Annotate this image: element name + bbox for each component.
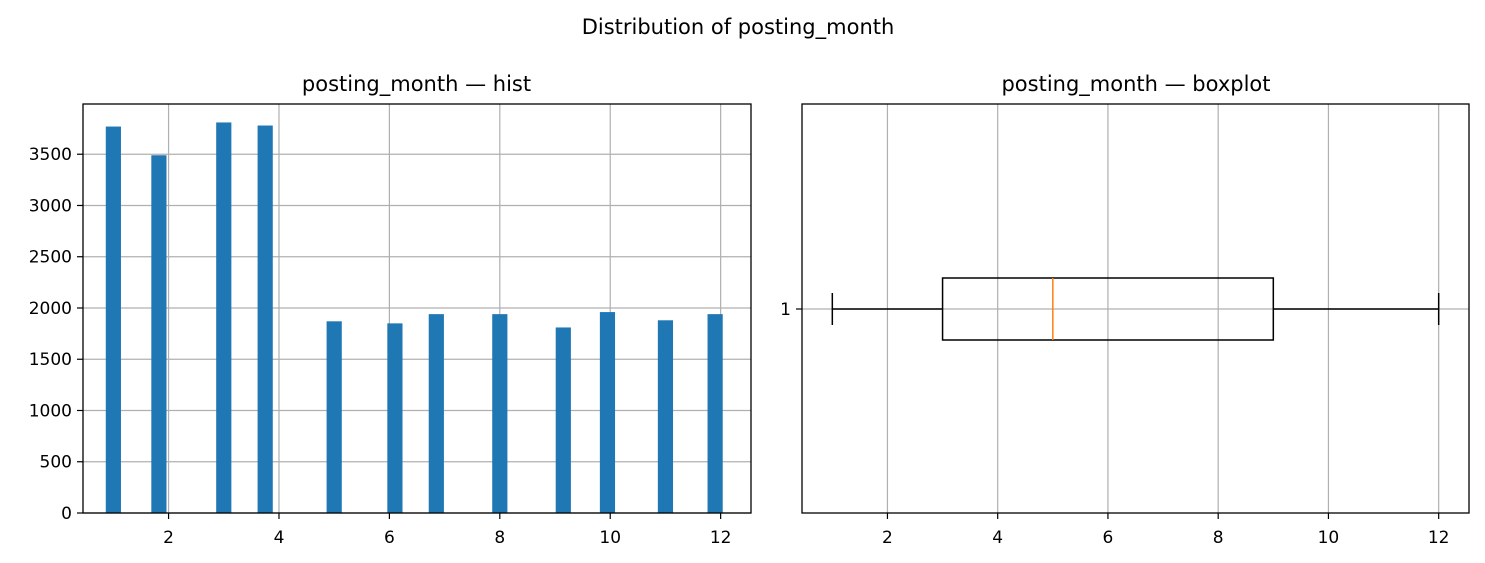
- histogram-y-tick-label: 3500: [29, 145, 72, 165]
- histogram-bar: [151, 155, 167, 514]
- boxplot-x-tick-label: 10: [1318, 528, 1340, 548]
- boxplot-panel: posting_month — boxplot 2 4 6 8 10 12 1: [780, 72, 1470, 548]
- boxplot-y-tick-label: 1: [780, 300, 791, 320]
- histogram-bar: [326, 321, 342, 513]
- histogram-bar: [657, 320, 674, 513]
- histogram-panel: posting_month — hist 2 4 6 8 10 12 0 500 1000 150…: [29, 72, 752, 548]
- boxplot-ticks: 2 4 6 8 10 12 1: [780, 300, 1449, 548]
- histogram-bar: [387, 323, 403, 513]
- histogram-bar: [599, 312, 616, 513]
- histogram-y-tick-label: 0: [61, 504, 72, 524]
- histogram-x-tick-label: 2: [163, 528, 174, 548]
- histogram-bar: [428, 314, 444, 513]
- boxplot-x-tick-label: 4: [992, 528, 1003, 548]
- histogram-bar: [492, 314, 508, 513]
- histogram-x-tick-label: 8: [494, 528, 505, 548]
- histogram-ticks: 2 4 6 8 10 12 0 500 1000 1500 2000 2500 3000 3500: [29, 145, 732, 548]
- boxplot-x-tick-label: 8: [1213, 528, 1224, 548]
- histogram-gridlines: [83, 104, 751, 514]
- boxplot-x-tick-label: 12: [1428, 528, 1450, 548]
- histogram-x-tick-label: 10: [599, 528, 621, 548]
- histogram-x-tick-label: 4: [274, 528, 285, 548]
- figure-suptitle: Distribution of posting_month: [582, 15, 895, 40]
- histogram-x-tick-label: 12: [710, 528, 732, 548]
- histogram-bar: [707, 314, 723, 513]
- histogram-bar: [555, 327, 571, 513]
- boxplot-x-tick-label: 6: [1103, 528, 1114, 548]
- histogram-bar: [257, 125, 273, 514]
- boxplot-x-tick-label: 2: [882, 528, 893, 548]
- histogram-bars: [105, 122, 723, 514]
- histogram-y-tick-label: 2000: [29, 299, 72, 319]
- histogram-title: posting_month — hist: [302, 72, 531, 97]
- boxplot-shape: [831, 277, 1440, 341]
- histogram-bar: [105, 126, 121, 513]
- histogram-y-tick-label: 1500: [29, 350, 72, 370]
- histogram-y-tick-label: 2500: [29, 248, 72, 268]
- boxplot-title: posting_month — boxplot: [1001, 72, 1270, 97]
- histogram-y-tick-label: 1000: [29, 401, 72, 421]
- histogram-y-tick-label: 500: [40, 453, 72, 473]
- histogram-x-tick-label: 6: [384, 528, 395, 548]
- histogram-bar: [216, 122, 232, 514]
- boxplot-box: [941, 277, 1275, 341]
- histogram-y-tick-label: 3000: [29, 196, 72, 216]
